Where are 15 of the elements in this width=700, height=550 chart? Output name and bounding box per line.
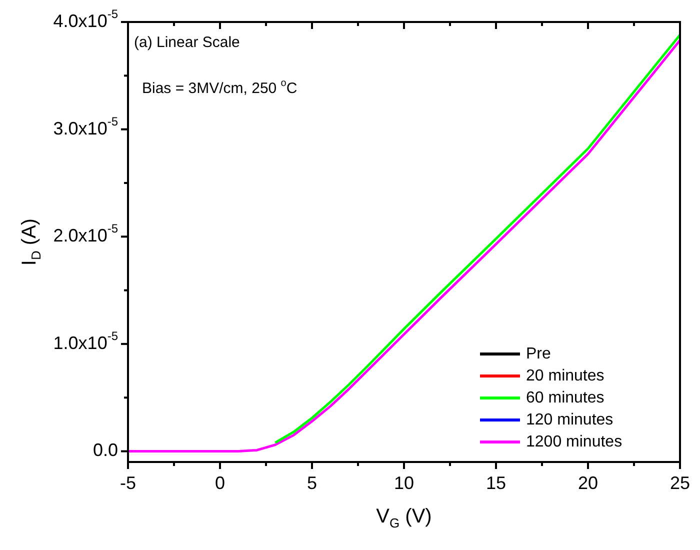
legend-label: Pre bbox=[526, 345, 551, 362]
x-tick-label: 10 bbox=[394, 472, 414, 493]
legend-label: 60 minutes bbox=[526, 389, 604, 406]
x-tick-label: -5 bbox=[120, 472, 136, 493]
annotation: (a) Linear Scale bbox=[134, 34, 240, 52]
legend-label: 120 minutes bbox=[526, 411, 614, 428]
y-tick-label: 0.0 bbox=[92, 440, 118, 460]
x-tick-label: 15 bbox=[486, 472, 506, 493]
x-tick-label: 5 bbox=[306, 472, 318, 493]
legend-label: 20 minutes bbox=[526, 367, 604, 384]
y-axis-title: ID (A) bbox=[18, 218, 44, 266]
x-tick-label: 0 bbox=[214, 472, 226, 493]
x-tick-label: 25 bbox=[670, 472, 690, 493]
legend-label: 1200 minutes bbox=[526, 433, 622, 450]
x-tick-label: 20 bbox=[578, 472, 598, 493]
